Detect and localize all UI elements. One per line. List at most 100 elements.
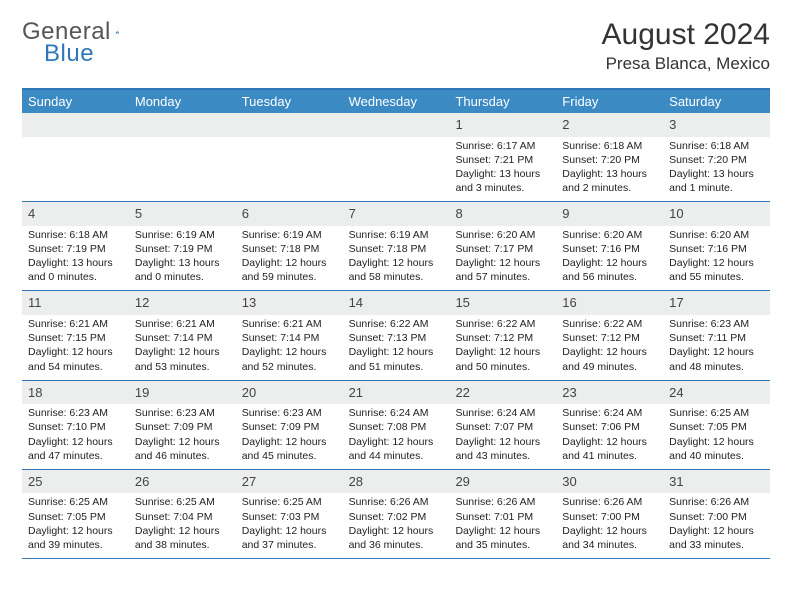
daylight-text: Daylight: 12 hours bbox=[349, 524, 444, 538]
sunset-text: Sunset: 7:18 PM bbox=[349, 242, 444, 256]
sunset-text: Sunset: 7:03 PM bbox=[242, 510, 337, 524]
sunset-text: Sunset: 7:09 PM bbox=[242, 420, 337, 434]
day-body: Sunrise: 6:18 AMSunset: 7:19 PMDaylight:… bbox=[22, 226, 129, 291]
day-body: Sunrise: 6:18 AMSunset: 7:20 PMDaylight:… bbox=[663, 137, 770, 202]
day-cell: 10Sunrise: 6:20 AMSunset: 7:16 PMDayligh… bbox=[663, 202, 770, 290]
day-cell: 5Sunrise: 6:19 AMSunset: 7:19 PMDaylight… bbox=[129, 202, 236, 290]
day-number: 23 bbox=[556, 381, 663, 405]
daylight-text: Daylight: 12 hours bbox=[562, 524, 657, 538]
sunrise-text: Sunrise: 6:20 AM bbox=[669, 228, 764, 242]
day-cell: 1Sunrise: 6:17 AMSunset: 7:21 PMDaylight… bbox=[449, 113, 556, 201]
day-cell: 16Sunrise: 6:22 AMSunset: 7:12 PMDayligh… bbox=[556, 291, 663, 379]
daylight-text: Daylight: 12 hours bbox=[28, 524, 123, 538]
daylight-text: Daylight: 12 hours bbox=[455, 256, 550, 270]
weekday-wed: Wednesday bbox=[343, 90, 450, 113]
daylight-text: Daylight: 12 hours bbox=[562, 256, 657, 270]
sunset-text: Sunset: 7:19 PM bbox=[135, 242, 230, 256]
sunset-text: Sunset: 7:06 PM bbox=[562, 420, 657, 434]
month-title: August 2024 bbox=[602, 18, 770, 52]
day-body: Sunrise: 6:21 AMSunset: 7:14 PMDaylight:… bbox=[129, 315, 236, 380]
sunrise-text: Sunrise: 6:25 AM bbox=[135, 495, 230, 509]
sunrise-text: Sunrise: 6:18 AM bbox=[669, 139, 764, 153]
daylight-text: and 44 minutes. bbox=[349, 449, 444, 463]
day-number bbox=[236, 113, 343, 137]
sunset-text: Sunset: 7:16 PM bbox=[669, 242, 764, 256]
day-body: Sunrise: 6:21 AMSunset: 7:15 PMDaylight:… bbox=[22, 315, 129, 380]
week-row: 25Sunrise: 6:25 AMSunset: 7:05 PMDayligh… bbox=[22, 470, 770, 559]
day-number: 6 bbox=[236, 202, 343, 226]
daylight-text: and 36 minutes. bbox=[349, 538, 444, 552]
sunrise-text: Sunrise: 6:24 AM bbox=[562, 406, 657, 420]
sunset-text: Sunset: 7:00 PM bbox=[562, 510, 657, 524]
day-cell: 14Sunrise: 6:22 AMSunset: 7:13 PMDayligh… bbox=[343, 291, 450, 379]
daylight-text: and 56 minutes. bbox=[562, 270, 657, 284]
weekday-sun: Sunday bbox=[22, 90, 129, 113]
daylight-text: Daylight: 13 hours bbox=[669, 167, 764, 181]
daylight-text: Daylight: 12 hours bbox=[242, 256, 337, 270]
day-cell bbox=[129, 113, 236, 201]
daylight-text: and 43 minutes. bbox=[455, 449, 550, 463]
daylight-text: and 41 minutes. bbox=[562, 449, 657, 463]
day-body: Sunrise: 6:19 AMSunset: 7:18 PMDaylight:… bbox=[343, 226, 450, 291]
daylight-text: and 54 minutes. bbox=[28, 360, 123, 374]
day-number: 27 bbox=[236, 470, 343, 494]
daylight-text: Daylight: 12 hours bbox=[135, 345, 230, 359]
day-number: 7 bbox=[343, 202, 450, 226]
day-body: Sunrise: 6:26 AMSunset: 7:01 PMDaylight:… bbox=[449, 493, 556, 558]
day-cell bbox=[236, 113, 343, 201]
daylight-text: and 51 minutes. bbox=[349, 360, 444, 374]
day-body: Sunrise: 6:21 AMSunset: 7:14 PMDaylight:… bbox=[236, 315, 343, 380]
day-cell bbox=[22, 113, 129, 201]
sunrise-text: Sunrise: 6:23 AM bbox=[135, 406, 230, 420]
daylight-text: and 53 minutes. bbox=[135, 360, 230, 374]
daylight-text: Daylight: 12 hours bbox=[349, 256, 444, 270]
sunset-text: Sunset: 7:12 PM bbox=[562, 331, 657, 345]
daylight-text: Daylight: 12 hours bbox=[242, 345, 337, 359]
daylight-text: and 39 minutes. bbox=[28, 538, 123, 552]
day-cell: 26Sunrise: 6:25 AMSunset: 7:04 PMDayligh… bbox=[129, 470, 236, 558]
daylight-text: Daylight: 12 hours bbox=[135, 524, 230, 538]
daylight-text: and 49 minutes. bbox=[562, 360, 657, 374]
sunset-text: Sunset: 7:20 PM bbox=[669, 153, 764, 167]
daylight-text: Daylight: 12 hours bbox=[349, 345, 444, 359]
sunrise-text: Sunrise: 6:22 AM bbox=[455, 317, 550, 331]
day-body: Sunrise: 6:19 AMSunset: 7:19 PMDaylight:… bbox=[129, 226, 236, 291]
brand-part2: Blue bbox=[44, 40, 94, 68]
day-cell: 21Sunrise: 6:24 AMSunset: 7:08 PMDayligh… bbox=[343, 381, 450, 469]
daylight-text: and 2 minutes. bbox=[562, 181, 657, 195]
daylight-text: and 47 minutes. bbox=[28, 449, 123, 463]
sunset-text: Sunset: 7:20 PM bbox=[562, 153, 657, 167]
sunset-text: Sunset: 7:05 PM bbox=[669, 420, 764, 434]
day-body: Sunrise: 6:25 AMSunset: 7:04 PMDaylight:… bbox=[129, 493, 236, 558]
sunset-text: Sunset: 7:18 PM bbox=[242, 242, 337, 256]
week-row: 18Sunrise: 6:23 AMSunset: 7:10 PMDayligh… bbox=[22, 381, 770, 470]
day-number: 20 bbox=[236, 381, 343, 405]
day-body bbox=[22, 137, 129, 145]
day-cell bbox=[343, 113, 450, 201]
sunset-text: Sunset: 7:14 PM bbox=[135, 331, 230, 345]
calendar: Sunday Monday Tuesday Wednesday Thursday… bbox=[22, 88, 770, 559]
daylight-text: and 40 minutes. bbox=[669, 449, 764, 463]
day-cell: 28Sunrise: 6:26 AMSunset: 7:02 PMDayligh… bbox=[343, 470, 450, 558]
day-body: Sunrise: 6:23 AMSunset: 7:10 PMDaylight:… bbox=[22, 404, 129, 469]
title-block: August 2024 Presa Blanca, Mexico bbox=[602, 18, 770, 74]
week-row: 4Sunrise: 6:18 AMSunset: 7:19 PMDaylight… bbox=[22, 202, 770, 291]
week-row: 1Sunrise: 6:17 AMSunset: 7:21 PMDaylight… bbox=[22, 113, 770, 202]
day-number: 5 bbox=[129, 202, 236, 226]
sunset-text: Sunset: 7:19 PM bbox=[28, 242, 123, 256]
daylight-text: Daylight: 12 hours bbox=[135, 435, 230, 449]
sunrise-text: Sunrise: 6:18 AM bbox=[28, 228, 123, 242]
day-body: Sunrise: 6:24 AMSunset: 7:07 PMDaylight:… bbox=[449, 404, 556, 469]
sunset-text: Sunset: 7:09 PM bbox=[135, 420, 230, 434]
day-body bbox=[236, 137, 343, 145]
daylight-text: and 1 minute. bbox=[669, 181, 764, 195]
day-cell: 30Sunrise: 6:26 AMSunset: 7:00 PMDayligh… bbox=[556, 470, 663, 558]
weekday-thu: Thursday bbox=[449, 90, 556, 113]
day-body: Sunrise: 6:24 AMSunset: 7:06 PMDaylight:… bbox=[556, 404, 663, 469]
sunset-text: Sunset: 7:08 PM bbox=[349, 420, 444, 434]
daylight-text: Daylight: 12 hours bbox=[669, 256, 764, 270]
daylight-text: and 50 minutes. bbox=[455, 360, 550, 374]
daylight-text: Daylight: 12 hours bbox=[349, 435, 444, 449]
day-cell: 23Sunrise: 6:24 AMSunset: 7:06 PMDayligh… bbox=[556, 381, 663, 469]
daylight-text: Daylight: 12 hours bbox=[242, 524, 337, 538]
